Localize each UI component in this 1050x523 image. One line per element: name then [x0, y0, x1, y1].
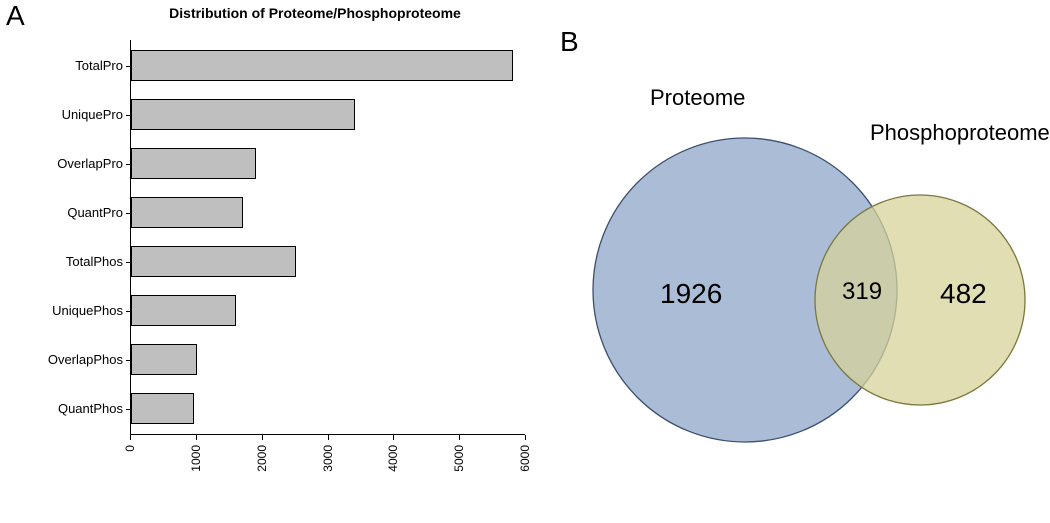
y-axis-label: QuantPhos: [15, 393, 123, 424]
bar: [131, 148, 256, 179]
x-tick: [525, 435, 526, 440]
bar-row: [131, 197, 526, 228]
y-tick: [126, 311, 131, 312]
x-tick: [328, 435, 329, 440]
bar-row: [131, 295, 526, 326]
x-tick-label: 3000: [321, 445, 335, 472]
venn-label-proteome: Proteome: [650, 85, 745, 111]
x-tick-label: 6000: [518, 445, 532, 472]
y-axis-label: TotalPro: [15, 50, 123, 81]
y-axis-label: UniquePro: [15, 99, 123, 130]
bar-row: [131, 246, 526, 277]
x-tick: [393, 435, 394, 440]
bar-row: [131, 393, 526, 424]
x-tick-label: 1000: [189, 445, 203, 472]
venn-count-phospho-only: 482: [940, 278, 987, 310]
bar: [131, 50, 513, 81]
y-tick: [126, 213, 131, 214]
y-tick: [126, 164, 131, 165]
x-tick: [130, 435, 131, 440]
x-tick-label: 4000: [386, 445, 400, 472]
x-tick-label: 2000: [255, 445, 269, 472]
bar: [131, 197, 243, 228]
x-tick-label: 5000: [452, 445, 466, 472]
venn-label-phosphoproteome: Phosphoproteome: [870, 120, 1050, 146]
y-tick: [126, 115, 131, 116]
bar-row: [131, 148, 526, 179]
x-tick: [196, 435, 197, 440]
chart-title: Distribution of Proteome/Phosphoproteome: [75, 5, 555, 21]
y-axis-label: OverlapPro: [15, 148, 123, 179]
bar-row: [131, 344, 526, 375]
y-axis-label: UniquePhos: [15, 295, 123, 326]
y-axis-labels: TotalPro UniquePro OverlapPro QuantPro Total…: [15, 40, 123, 435]
y-tick: [126, 360, 131, 361]
bar-row: [131, 99, 526, 130]
bar: [131, 99, 355, 130]
bar: [131, 295, 236, 326]
x-tick: [262, 435, 263, 440]
panel-b-venn: Proteome Phosphoproteome 1926 319 482: [560, 30, 1040, 500]
panel-a-barchart: Distribution of Proteome/Phosphoproteome…: [15, 5, 555, 505]
plot-area: [130, 40, 525, 435]
venn-count-proteome-only: 1926: [660, 278, 722, 310]
venn-svg: [560, 30, 1040, 490]
y-tick: [126, 409, 131, 410]
bar: [131, 246, 296, 277]
y-axis-label: QuantPro: [15, 197, 123, 228]
x-tick-label: 0: [123, 445, 137, 452]
bar: [131, 393, 194, 424]
figure-root: A B Distribution of Proteome/Phosphoprot…: [0, 0, 1050, 523]
bar: [131, 344, 197, 375]
x-axis-ticks: 0100020003000400050006000: [130, 435, 525, 495]
bar-row: [131, 50, 526, 81]
y-axis-label: OverlapPhos: [15, 344, 123, 375]
x-tick: [459, 435, 460, 440]
venn-count-intersection: 319: [842, 278, 882, 306]
y-tick: [126, 66, 131, 67]
y-axis-label: TotalPhos: [15, 246, 123, 277]
y-tick: [126, 262, 131, 263]
